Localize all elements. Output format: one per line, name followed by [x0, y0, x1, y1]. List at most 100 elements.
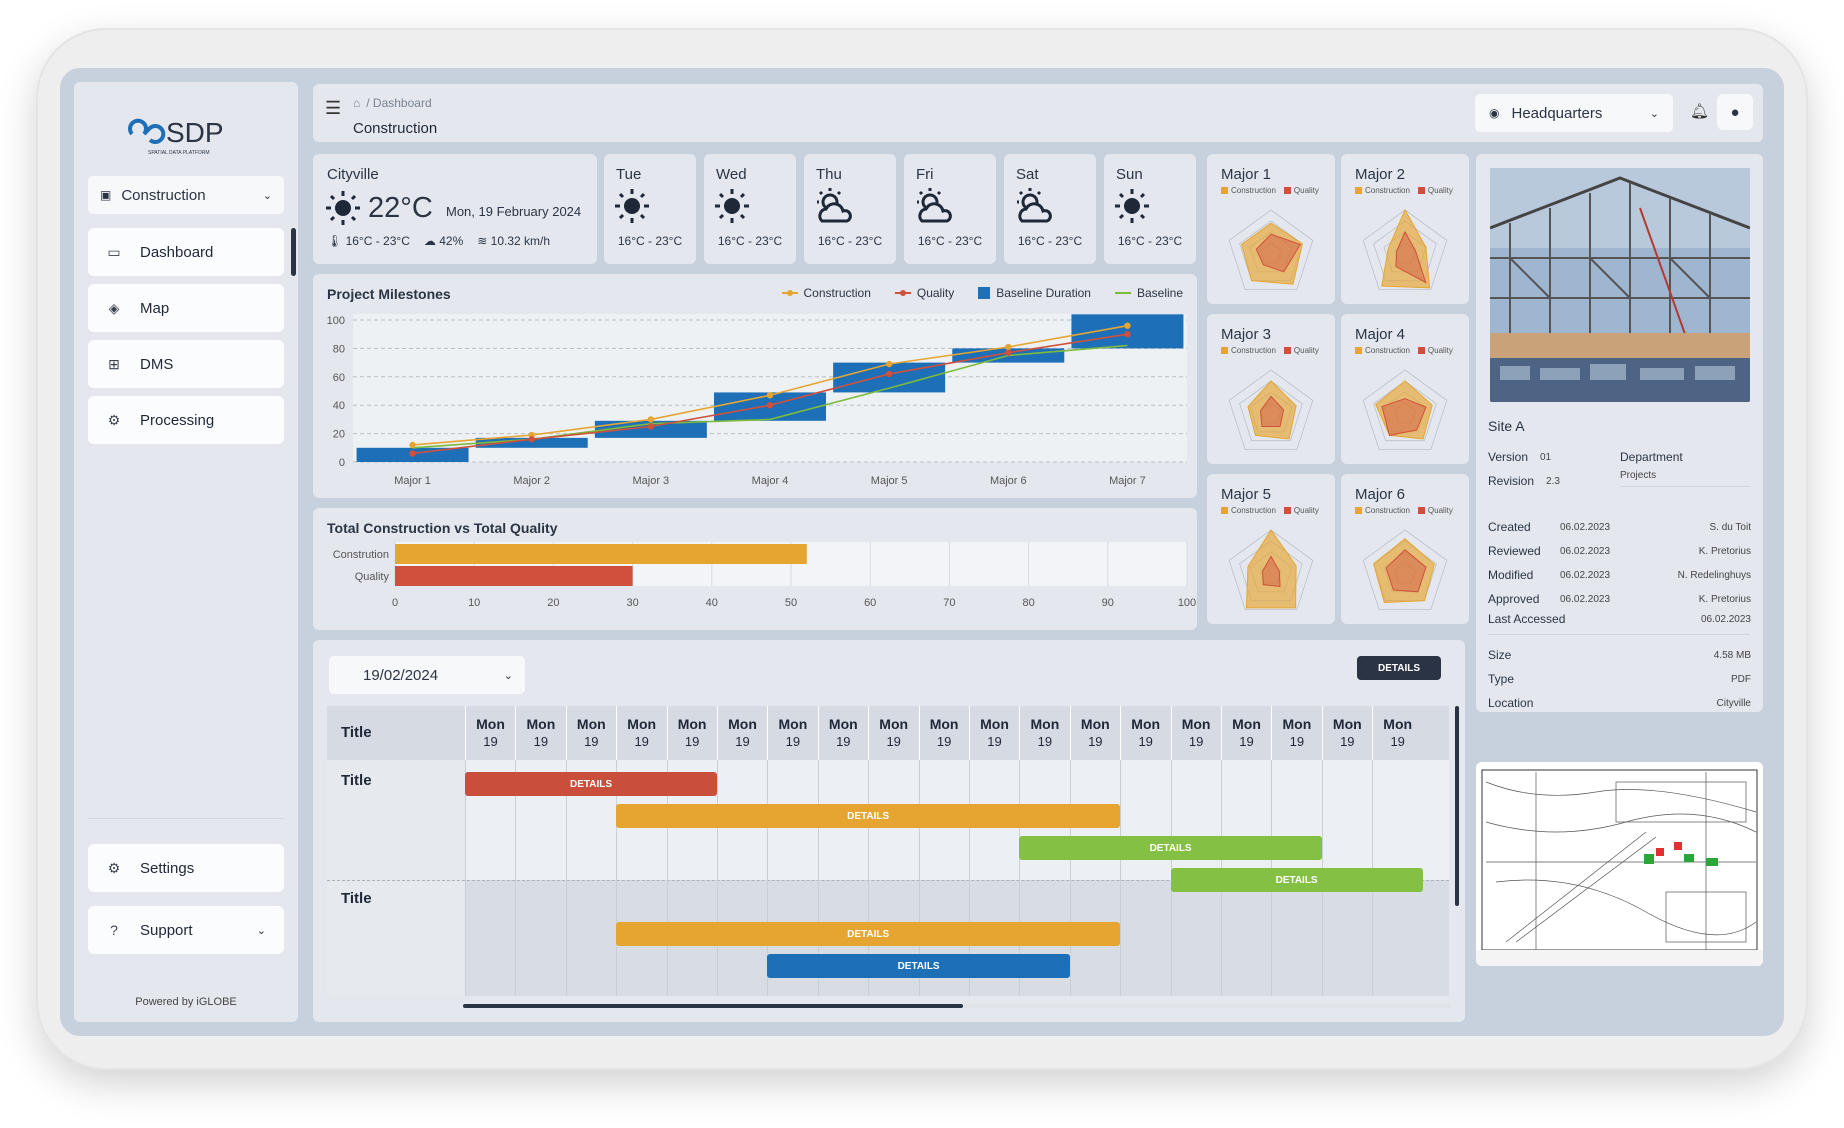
data-point[interactable]	[1124, 331, 1131, 338]
radar-series-construction	[1381, 208, 1431, 289]
gantt-task-bar[interactable]: DETAILS	[616, 804, 1121, 828]
data-point[interactable]	[1005, 343, 1012, 351]
horizontal-scrollbar[interactable]	[463, 1004, 1451, 1008]
radar-chart	[1362, 369, 1448, 450]
gantt-task-bar[interactable]: DETAILS	[1170, 868, 1423, 892]
gantt-table: Title Title Title Mon 19 Mon 19 Mon 19 Mon 19 Mo…	[327, 706, 1449, 996]
radar-chart	[1228, 529, 1314, 610]
sidebar-item-settings[interactable]: ⚙ Settings	[88, 844, 284, 892]
gantt-task-bar[interactable]: DETAILS	[616, 922, 1121, 946]
data-point[interactable]	[885, 370, 893, 378]
radar-title: Major 3	[1221, 326, 1272, 343]
gantt-task-bar[interactable]: DETAILS	[767, 954, 1070, 978]
data-point[interactable]	[766, 402, 774, 409]
gantt-day-header: Mon 19	[1170, 706, 1221, 760]
legend-quality: Quality	[1417, 346, 1453, 355]
size-label: Size	[1488, 648, 1512, 662]
gear-icon: ⚙	[107, 859, 121, 876]
location-select[interactable]: ◉ Headquarters ⌄	[1475, 94, 1673, 132]
bar-quality[interactable]	[395, 566, 633, 586]
sidebar-item-label: Support	[140, 921, 193, 939]
weather-day-range: 16°C - 23°C	[617, 234, 683, 248]
legend-baseline-duration[interactable]: Baseline Duration	[978, 286, 1091, 300]
history-user: N. Redelinghuys	[1677, 570, 1751, 581]
divider	[1620, 486, 1750, 487]
radar-title: Major 4	[1355, 326, 1406, 343]
project-select[interactable]: ▣ Construction ⌄	[88, 176, 284, 214]
x-tick-label: Major 5	[871, 475, 908, 487]
radar-grid-ring	[1239, 380, 1303, 442]
gantt-gridline	[767, 760, 769, 996]
radar-series-construction	[1245, 529, 1297, 609]
sidebar: SDP SPATIAL DATA PLATFORM ▣ Construction…	[74, 82, 298, 1022]
date-select-value: 19/02/2024	[363, 666, 439, 684]
details-button[interactable]: DETAILS	[1357, 656, 1441, 680]
sidebar-item-dashboard[interactable]: ▭ Dashboard	[88, 228, 296, 276]
sidebar-item-map[interactable]: ◈ Map	[88, 284, 284, 332]
gantt-task-bar[interactable]: DETAILS	[1019, 836, 1322, 860]
department-value: Projects	[1620, 470, 1657, 481]
data-point[interactable]	[766, 392, 774, 399]
legend-construction[interactable]: Construction	[781, 286, 871, 300]
x-tick-label: 90	[1102, 597, 1114, 609]
home-icon[interactable]: ⌂	[353, 96, 361, 110]
data-point[interactable]	[885, 360, 893, 368]
version-label: Version	[1488, 450, 1529, 464]
gantt-row-title: Title	[341, 772, 372, 789]
weather-stats: 🌡︎ 16°C - 23°C ☁ 42% ≋ 10.32 km/h	[327, 234, 550, 248]
baseline-duration-bar[interactable]	[475, 437, 588, 448]
gantt-day-header: Mon 19	[918, 706, 969, 760]
radar-chart	[1228, 209, 1314, 290]
revision-value: 2.3	[1546, 476, 1560, 487]
radar-title: Major 1	[1221, 166, 1272, 183]
weather-day-name: Tue	[616, 166, 642, 183]
weather-day-thu: Thu 16°C - 23°C	[804, 154, 896, 264]
x-tick-label: 60	[864, 597, 876, 609]
date-select[interactable]: 19/02/2024 ⌄	[329, 656, 525, 694]
sidebar-item-label: DMS	[140, 355, 174, 373]
legend-baseline[interactable]: Baseline	[1114, 286, 1183, 300]
rain-cloud-icon: ☁	[423, 234, 436, 248]
data-point[interactable]	[647, 423, 655, 430]
sitemap-icon: ⊞	[108, 355, 120, 372]
vertical-scrollbar[interactable]	[1455, 706, 1459, 906]
legend-construction: Construction	[1355, 346, 1410, 355]
radar-card-major-2: Major 2 Construction Quality	[1341, 154, 1469, 304]
cloud-sun-icon	[914, 188, 954, 229]
data-point[interactable]	[409, 441, 416, 449]
gantt-gridline	[515, 760, 517, 996]
sidebar-item-support[interactable]: ? Support ⌄	[88, 906, 284, 954]
data-point[interactable]	[647, 416, 655, 423]
x-tick-label: 70	[943, 597, 955, 609]
department-label: Department	[1620, 450, 1683, 464]
row-divider	[327, 880, 1449, 881]
scroll-thumb[interactable]	[463, 1004, 963, 1008]
x-tick-label: Major 1	[394, 475, 431, 487]
data-point[interactable]	[1124, 322, 1131, 329]
y-tick-label: 20	[333, 429, 345, 441]
sidebar-item-label: Settings	[140, 859, 195, 877]
monitor-icon: ▭	[107, 243, 121, 260]
breadcrumb-text[interactable]: / Dashboard	[366, 96, 432, 110]
gantt-task-bar[interactable]: DETAILS	[465, 772, 717, 796]
data-point[interactable]	[528, 436, 535, 443]
radar-title: Major 5	[1221, 486, 1272, 503]
data-point[interactable]	[1005, 349, 1012, 356]
chart-title: Project Milestones	[327, 286, 451, 302]
location-label: Location	[1488, 696, 1534, 710]
user-button[interactable]: ●	[1717, 94, 1753, 130]
menu-icon[interactable]: ☰	[325, 98, 342, 118]
y-tick-label: 40	[333, 400, 345, 412]
gantt-day-header: Mon 19	[1069, 706, 1120, 760]
gantt-day-header: Mon 19	[515, 706, 565, 760]
site-photo[interactable]	[1490, 168, 1750, 402]
legend-quality[interactable]: Quality	[894, 286, 954, 300]
site-plan-drawing[interactable]	[1476, 762, 1763, 966]
chart-title: Total Construction vs Total Quality	[327, 520, 558, 536]
sidebar-item-dms[interactable]: ⊞ DMS	[88, 340, 284, 388]
history-label: Approved	[1488, 592, 1540, 606]
data-point[interactable]	[409, 450, 416, 457]
bell-icon[interactable]: 🔔︎	[1690, 103, 1710, 120]
bar-constrution[interactable]	[395, 544, 807, 564]
sidebar-item-processing[interactable]: ⚙ Processing	[88, 396, 284, 444]
